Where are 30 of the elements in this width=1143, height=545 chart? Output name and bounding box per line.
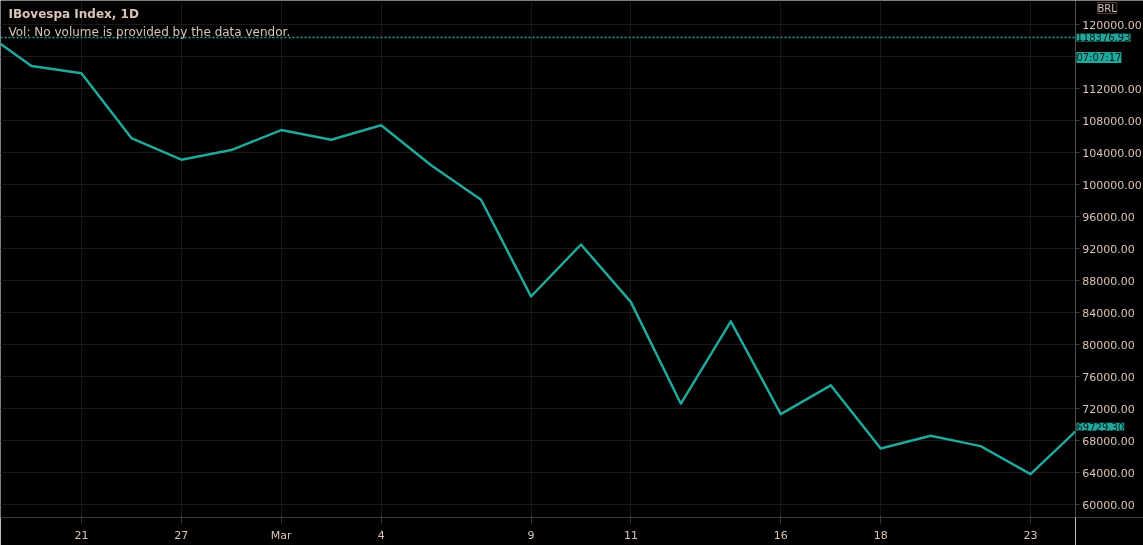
ref-line-label: 118376.93: [1076, 32, 1131, 44]
y-tick-label: 92000.00: [1082, 242, 1135, 256]
y-tick-label: 104000.00: [1082, 146, 1142, 160]
y-tick-label: 100000.00: [1082, 178, 1142, 192]
text: BRL: [1097, 2, 1118, 14]
x-tick-label: 18: [873, 528, 888, 542]
x-tick-label: 4: [377, 528, 385, 542]
x-tick-label: 16: [773, 528, 788, 542]
x-tick-label: 21: [74, 528, 89, 542]
y-tick-label: 96000.00: [1082, 210, 1135, 224]
y-tick-label: 72000.00: [1082, 402, 1135, 416]
y-tick-label: 68000.00: [1082, 434, 1135, 448]
x-tick-label: 27: [174, 528, 189, 542]
y-tick-label: 80000.00: [1082, 338, 1135, 352]
text: IBovespa Index, 1D: [8, 6, 139, 21]
x-tick-label: Mar: [270, 528, 293, 542]
y-tick-label: 120000.00: [1082, 18, 1142, 32]
y-tick-label: 88000.00: [1082, 274, 1135, 288]
y-tick-label: 84000.00: [1082, 306, 1135, 320]
x-tick-label: 23: [1023, 528, 1038, 542]
text: Vol: No volume is provided by the data vendor.: [8, 24, 291, 39]
y-tick-label: 108000.00: [1082, 114, 1142, 128]
text: 69729.30: [1076, 421, 1125, 433]
y-tick-label: 76000.00: [1082, 370, 1135, 384]
y-tick-label: 60000.00: [1082, 498, 1135, 512]
y-tick-label: 112000.00: [1082, 82, 1142, 96]
y-tick-label: 64000.00: [1082, 466, 1135, 480]
text: 07:07:17: [1076, 51, 1122, 63]
x-tick-label: 9: [527, 528, 535, 542]
x-tick-label: 11: [623, 528, 638, 542]
